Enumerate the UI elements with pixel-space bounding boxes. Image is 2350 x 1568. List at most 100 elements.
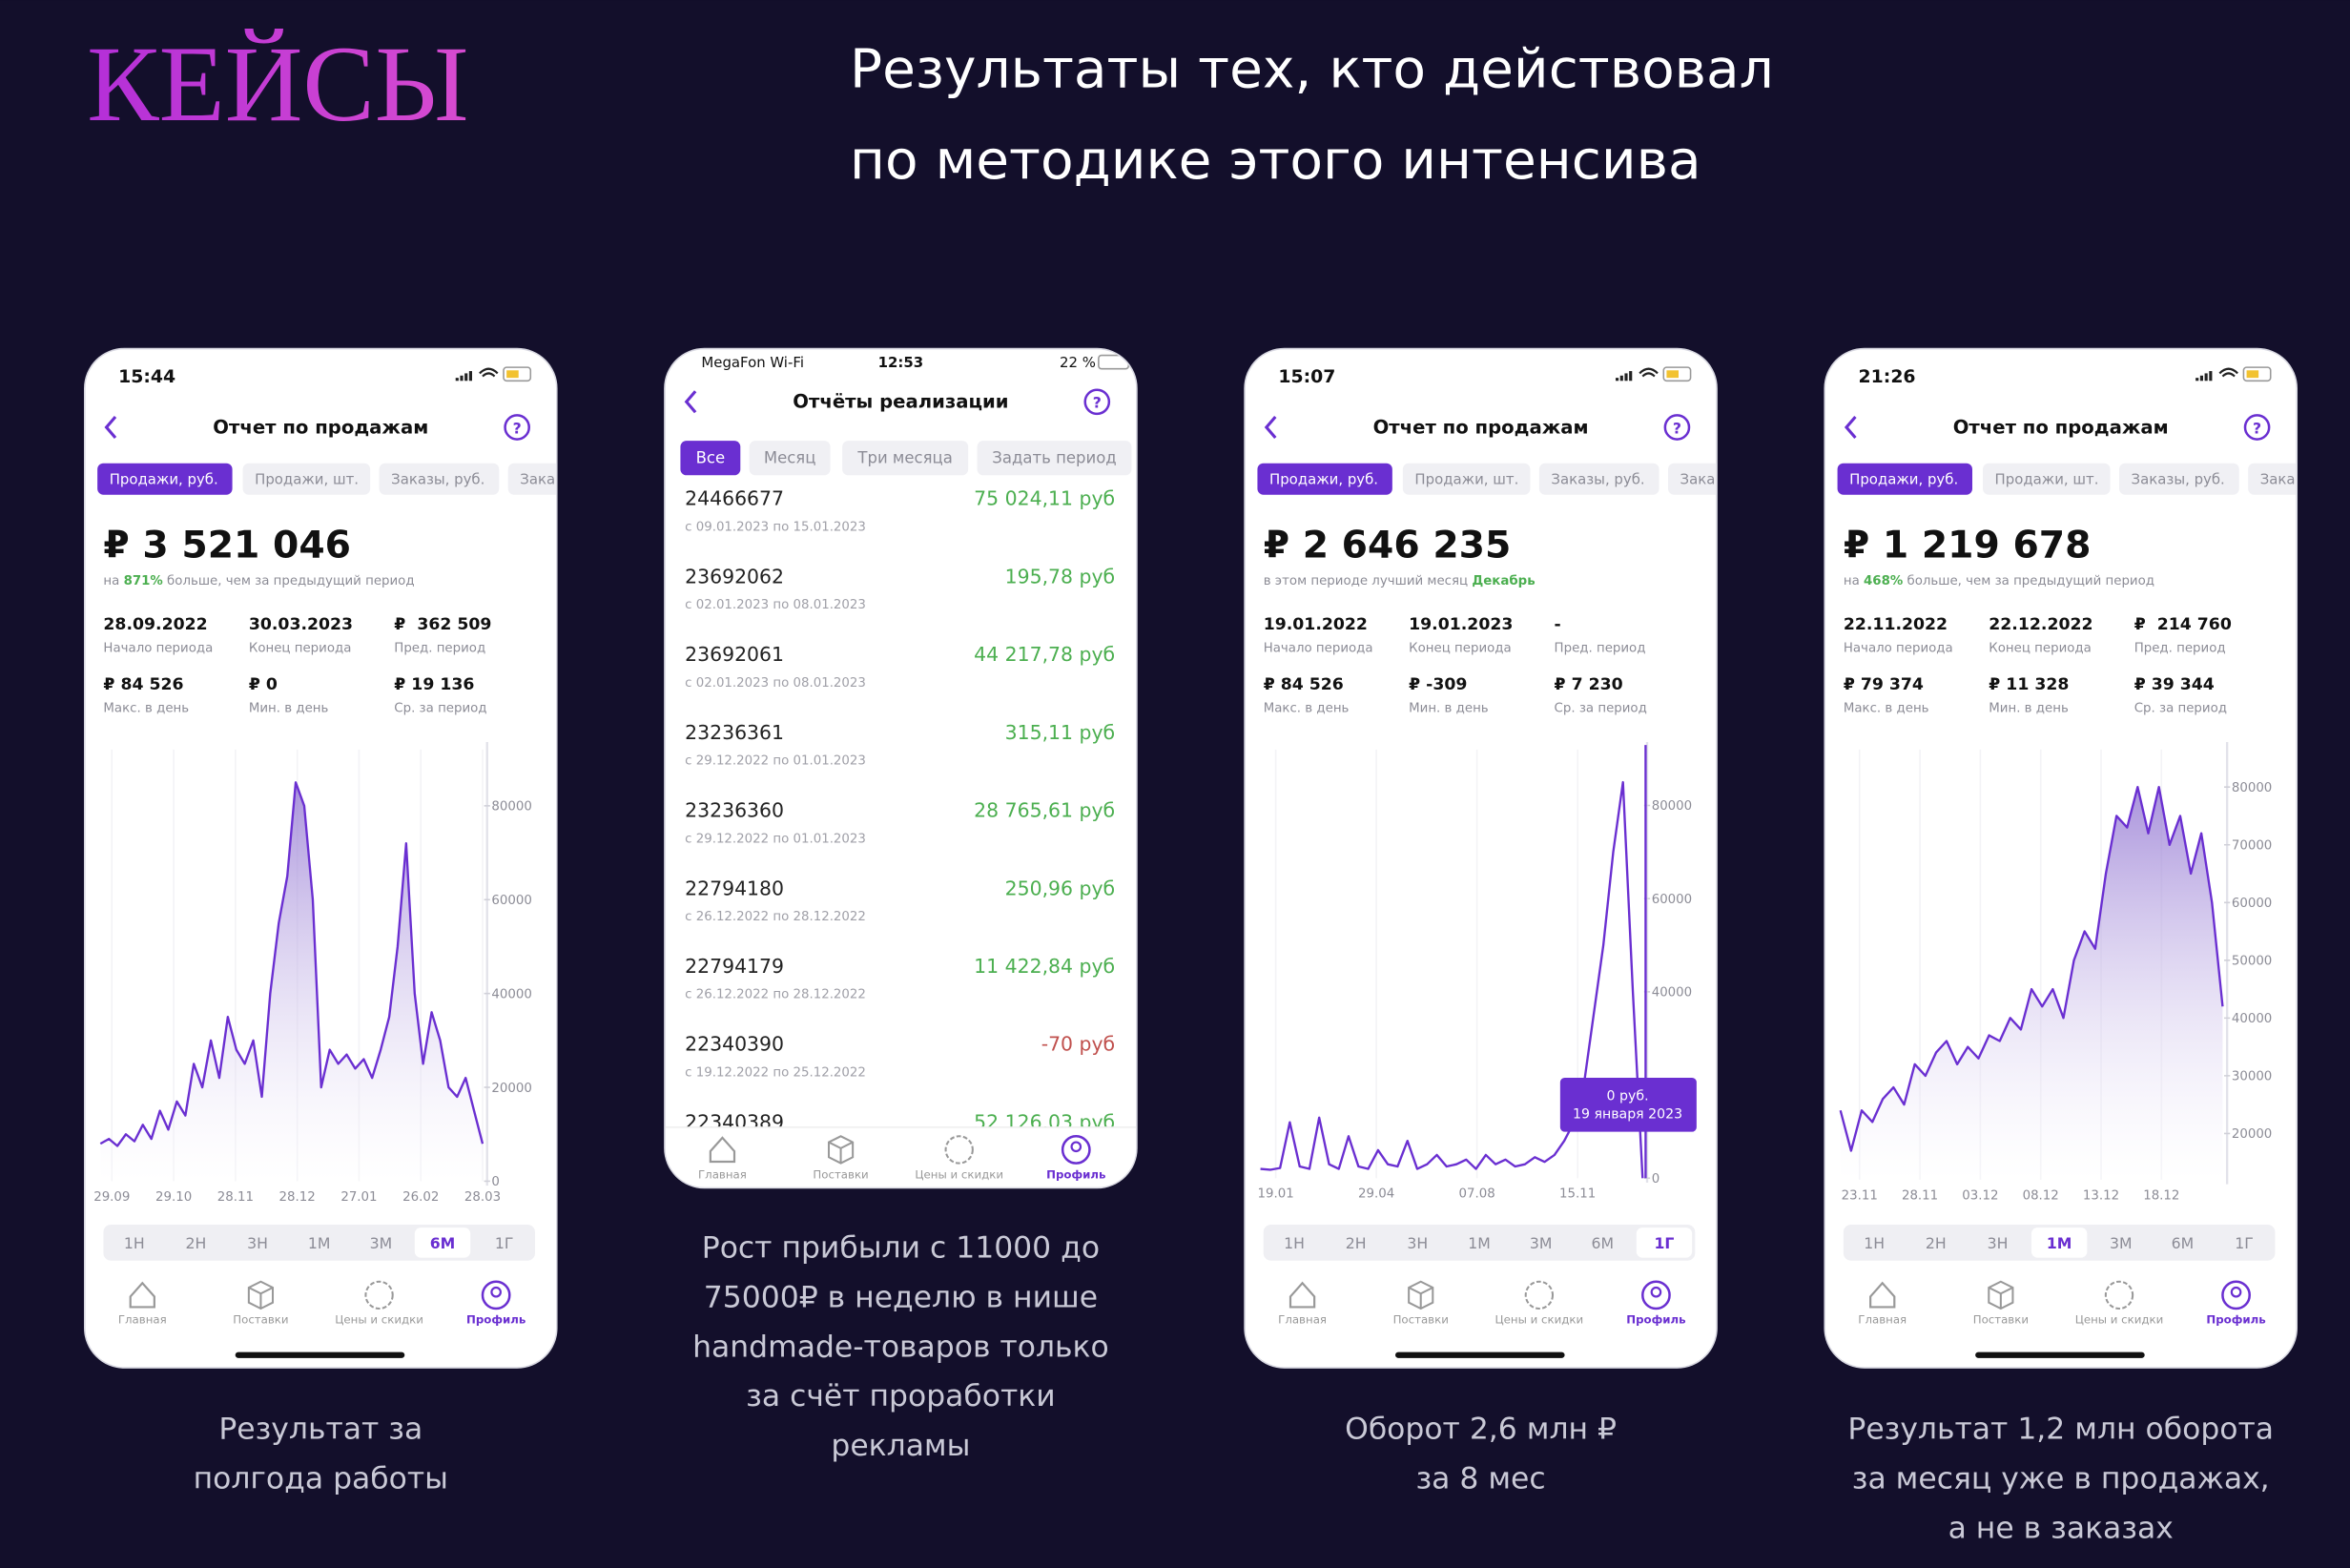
nav-label[interactable]: Главная — [1858, 1313, 1907, 1327]
nav-label[interactable]: Цены и скидки — [335, 1313, 423, 1327]
tab[interactable] — [1257, 463, 1392, 495]
tab-label[interactable]: Продажи, шт. — [1414, 471, 1518, 488]
period-button[interactable]: 6М — [1592, 1234, 1615, 1252]
help-button[interactable] — [2243, 414, 2271, 441]
caption: Рост прибыли с 11000 до — [702, 1231, 1100, 1266]
tab-label[interactable]: Зака — [520, 471, 555, 488]
period-button[interactable]: 1Г — [2235, 1234, 2254, 1252]
period-active[interactable] — [1636, 1228, 1693, 1258]
filter-label[interactable]: Месяц — [764, 449, 816, 467]
nav-label[interactable]: Поставки — [1973, 1313, 2029, 1327]
help-button[interactable] — [1083, 388, 1111, 416]
nav-label[interactable]: Цены и скидки — [2075, 1313, 2164, 1327]
period-button[interactable]: 1М — [2047, 1234, 2072, 1252]
nav-label[interactable]: Профиль — [1046, 1167, 1105, 1181]
screen-title: Отчет по продажам — [213, 416, 428, 438]
tab[interactable] — [1538, 463, 1659, 495]
nav-label[interactable]: Поставки — [813, 1167, 868, 1181]
back-button[interactable] — [1264, 415, 1277, 440]
period-button[interactable]: 1Н — [1284, 1234, 1305, 1252]
tab-label[interactable]: Заказы, руб. — [2132, 471, 2225, 488]
tab-label[interactable]: Продажи, руб. — [1849, 471, 1958, 488]
x-tick-label: 19.01 — [1257, 1187, 1293, 1202]
period-button[interactable]: 2Н — [186, 1234, 207, 1252]
period-button[interactable]: 3М — [1530, 1234, 1553, 1252]
period-button[interactable]: 1М — [1468, 1234, 1491, 1252]
tab[interactable] — [97, 463, 233, 495]
filter[interactable] — [842, 441, 969, 476]
filter[interactable] — [977, 441, 1132, 476]
back-button[interactable] — [1844, 415, 1857, 440]
period-button[interactable]: 6М — [2172, 1234, 2195, 1252]
help-button[interactable] — [504, 414, 530, 441]
period-button[interactable]: 1М — [308, 1234, 331, 1252]
period-button[interactable]: 1Н — [1864, 1234, 1885, 1252]
period-button[interactable]: 6М — [430, 1234, 456, 1252]
period-button[interactable]: 3Н — [1988, 1234, 2009, 1252]
battery — [2242, 366, 2272, 382]
battery — [1662, 366, 1692, 382]
period-button[interactable]: 3Н — [247, 1234, 268, 1252]
tab[interactable] — [1983, 463, 2111, 495]
tab-label[interactable]: Продажи, руб. — [1269, 471, 1378, 488]
y-tick-label: 80000 — [1652, 799, 1692, 814]
nav-label[interactable]: Цены и скидки — [915, 1167, 1003, 1181]
period-button[interactable]: 3М — [370, 1234, 393, 1252]
period-active[interactable] — [414, 1228, 471, 1258]
tab-label[interactable]: Зака — [2260, 471, 2296, 488]
caption: Результат за — [218, 1413, 423, 1447]
nav-label[interactable]: Поставки — [233, 1313, 288, 1327]
period-button[interactable]: 2Н — [1346, 1234, 1367, 1252]
caption: рекламы — [831, 1429, 970, 1463]
nav-label[interactable]: Профиль — [1626, 1313, 1685, 1327]
filter[interactable] — [749, 441, 831, 476]
caption: а не в заказах — [1948, 1511, 2174, 1545]
caption: Результат 1,2 млн оборота — [1847, 1413, 2274, 1447]
period-button[interactable]: 1Г — [1654, 1234, 1674, 1252]
x-tick-label: 18.12 — [2143, 1188, 2179, 1203]
nav-icon — [1288, 1281, 1316, 1309]
tab-label[interactable]: Зака — [1680, 471, 1716, 488]
phone-screen: 21:26 Отчет по продажам ? Продажи, руб. Прод… — [1825, 349, 2338, 1368]
filter-label[interactable]: Три месяца — [856, 449, 952, 467]
filter-label[interactable]: Задать период — [992, 449, 1116, 467]
row-id: 22794180 — [685, 877, 784, 899]
nav-label[interactable]: Главная — [698, 1167, 747, 1181]
tab[interactable] — [2248, 463, 2338, 495]
nav-label[interactable]: Главная — [118, 1313, 167, 1327]
row-period: с 02.01.2023 по 08.01.2023 — [685, 676, 866, 691]
tab[interactable] — [507, 463, 598, 495]
period-button[interactable]: 1Г — [495, 1234, 514, 1252]
period-button[interactable]: 2Н — [1926, 1234, 1947, 1252]
tab-label[interactable]: Продажи, шт. — [1995, 471, 2099, 488]
nav-label[interactable]: Цены и скидки — [1495, 1313, 1584, 1327]
period-active[interactable] — [2030, 1228, 2088, 1258]
tab-label[interactable]: Продажи, руб. — [110, 471, 218, 488]
help-button[interactable] — [1663, 414, 1691, 441]
status-battery: 22 % — [1060, 354, 1096, 371]
tab[interactable] — [379, 463, 500, 495]
tab[interactable] — [1402, 463, 1531, 495]
period-button[interactable]: 1Н — [124, 1234, 145, 1252]
tab-label[interactable]: Заказы, руб. — [1551, 471, 1644, 488]
nav-label[interactable]: Главная — [1278, 1313, 1327, 1327]
row-period: с 26.12.2022 по 28.12.2022 — [685, 910, 866, 924]
period-button[interactable]: 3М — [2110, 1234, 2133, 1252]
note-part: больше, чем за предыдущий период — [163, 573, 415, 588]
period-button[interactable]: 3Н — [1407, 1234, 1428, 1252]
tab[interactable] — [1668, 463, 1758, 495]
subtitle: по методике этого интенсива — [850, 129, 1701, 192]
tab[interactable] — [2119, 463, 2239, 495]
tab[interactable] — [242, 463, 371, 495]
back-button[interactable] — [684, 390, 697, 414]
tab-label[interactable]: Заказы, руб. — [391, 471, 484, 488]
tab-label[interactable]: Продажи, шт. — [255, 471, 359, 488]
filter-label[interactable]: Все — [696, 449, 726, 467]
nav-label[interactable]: Поставки — [1393, 1313, 1449, 1327]
tab[interactable] — [1837, 463, 1972, 495]
filter[interactable] — [680, 441, 741, 476]
nav-label[interactable]: Профиль — [466, 1313, 526, 1327]
nav-label[interactable]: Профиль — [2206, 1313, 2265, 1327]
stat-value: ₽ 19 136 — [394, 675, 474, 694]
back-button[interactable] — [104, 415, 117, 440]
